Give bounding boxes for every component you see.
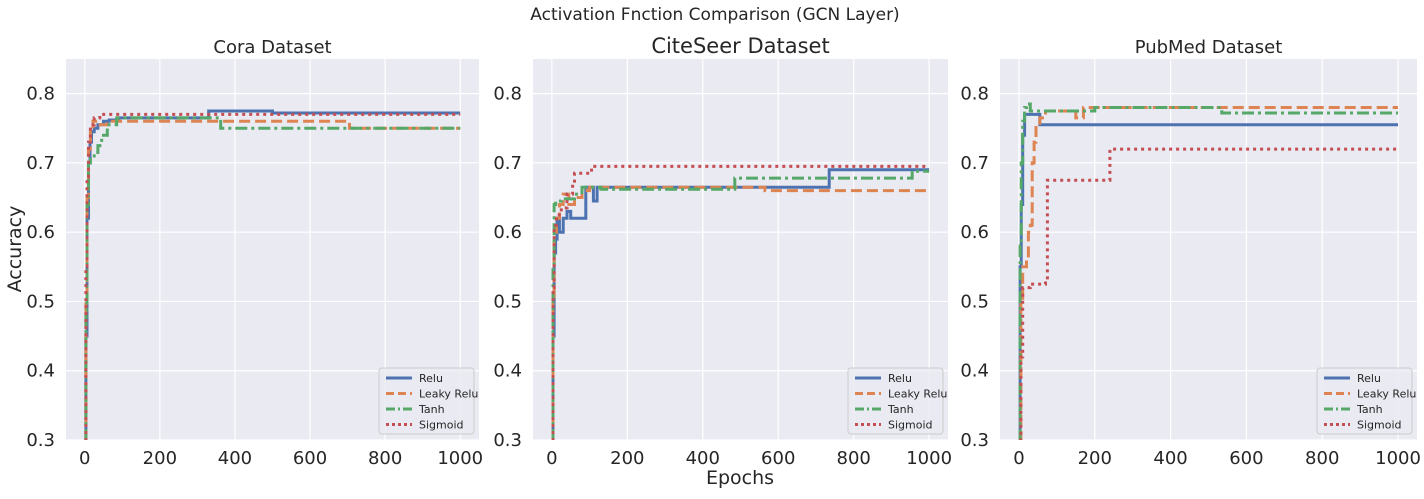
x-tick-label: 1000: [1375, 448, 1421, 469]
y-tick-label: 0.8: [493, 84, 522, 105]
x-tick-label: 0: [79, 448, 90, 469]
legend-label: Tanh: [887, 403, 914, 416]
panel-title: PubMed Dataset: [1135, 37, 1283, 58]
series-line-tanh: [84, 116, 461, 440]
legend-label: Leaky Relu: [888, 388, 947, 401]
legend: Relu Leaky Relu Tanh Sigmoid: [378, 367, 478, 435]
x-tick-label: 1000: [906, 448, 952, 469]
legend-label: Relu: [1357, 372, 1381, 385]
x-tick-label: 400: [218, 448, 252, 469]
y-tick-label: 0.5: [493, 291, 522, 312]
x-tick-label: 0: [1013, 448, 1024, 469]
y-tick-label: 0.7: [493, 153, 522, 174]
legend: Relu Leaky Relu Tanh Sigmoid: [1316, 367, 1416, 435]
figure-title: Activation Fnction Comparison (GCN Layer…: [530, 5, 899, 25]
y-tick-label: 0.6: [26, 222, 55, 243]
y-tick-label: 0.8: [960, 84, 989, 105]
legend-label: Leaky Relu: [1357, 388, 1416, 401]
legend-label: Tanh: [1356, 403, 1383, 416]
x-tick-label: 800: [1305, 448, 1339, 469]
y-tick-label: 0.3: [493, 430, 522, 451]
legend-label: Tanh: [418, 403, 445, 416]
series-line-leaky-relu: [1019, 106, 1398, 440]
y-tick-label: 0.4: [26, 361, 55, 382]
y-axis-label: Accuracy: [4, 206, 26, 293]
x-tick-label: 800: [368, 448, 402, 469]
panel-1: 0 200 400 600 800 1000 0.3 0.4 0.5 0.6 0.7 0.8 Cora …: [26, 37, 483, 469]
panel-2: 0 200 400 600 800 1000 0.3 0.4 0.5 0.6 0.7 0.8 CiteS…: [493, 34, 952, 469]
y-tick-label: 0.8: [26, 84, 55, 105]
legend-label: Leaky Relu: [419, 388, 478, 401]
x-axis-label: Epochs: [706, 467, 774, 489]
y-tick-label: 0.4: [960, 361, 989, 382]
legend-label: Sigmoid: [1357, 419, 1402, 432]
y-tick-label: 0.7: [26, 153, 55, 174]
legend-label: Relu: [419, 372, 443, 385]
y-tick-label: 0.3: [960, 430, 989, 451]
y-tick-label: 0.6: [960, 222, 989, 243]
y-tick-label: 0.6: [493, 222, 522, 243]
x-tick-label: 600: [761, 448, 795, 469]
panel-title: CiteSeer Dataset: [651, 34, 829, 58]
x-tick-label: 400: [686, 448, 720, 469]
panel-3: 0 200 400 600 800 1000 0.3 0.4 0.5 0.6 0.7 0.8 PubMe…: [960, 37, 1421, 469]
series-line-sigmoid: [551, 164, 930, 440]
series-line-tanh: [551, 169, 930, 440]
y-tick-label: 0.3: [26, 430, 55, 451]
x-tick-label: 400: [1153, 448, 1187, 469]
y-tick-label: 0.7: [960, 153, 989, 174]
y-tick-label: 0.4: [493, 361, 522, 382]
series-line-sigmoid: [84, 112, 461, 440]
x-tick-label: 200: [1078, 448, 1112, 469]
panel-title: Cora Dataset: [213, 37, 331, 58]
x-tick-label: 600: [1229, 448, 1263, 469]
series-line-sigmoid: [1019, 147, 1398, 440]
y-tick-label: 0.5: [960, 291, 989, 312]
x-tick-label: 200: [610, 448, 644, 469]
x-tick-label: 200: [143, 448, 177, 469]
legend-label: Sigmoid: [419, 419, 464, 432]
y-tick-label: 0.5: [26, 291, 55, 312]
legend-label: Relu: [888, 372, 912, 385]
x-tick-label: 800: [837, 448, 871, 469]
x-tick-label: 1000: [437, 448, 483, 469]
legend: Relu Leaky Relu Tanh Sigmoid: [847, 367, 947, 435]
legend-label: Sigmoid: [888, 419, 933, 432]
x-tick-label: 0: [546, 448, 557, 469]
series-line-tanh: [1018, 102, 1398, 440]
x-tick-label: 600: [293, 448, 327, 469]
